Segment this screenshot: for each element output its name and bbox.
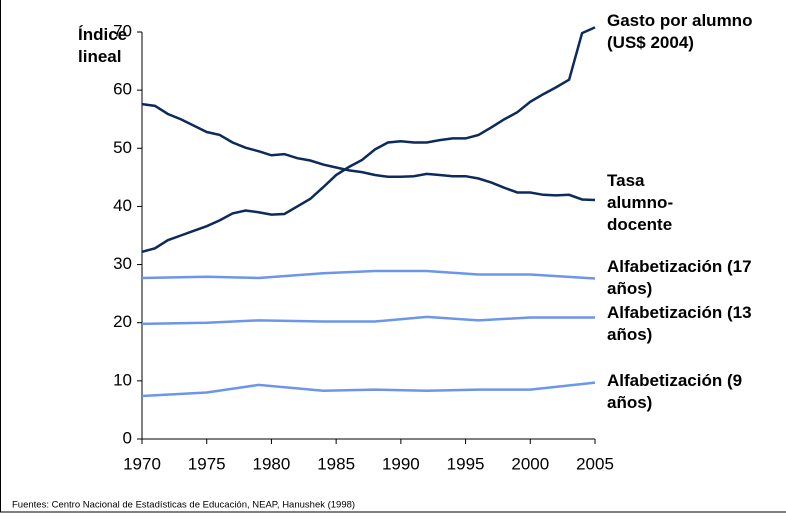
y-tick-label: 60 <box>113 80 132 99</box>
y-tick-label: 10 <box>113 370 132 389</box>
y-tick-label: 30 <box>113 254 132 273</box>
x-tick-label: 1980 <box>253 454 291 473</box>
y-tick-label: 70 <box>113 21 132 40</box>
x-tick-label: 1995 <box>447 454 485 473</box>
series-line <box>141 26 596 253</box>
series-line <box>141 269 596 280</box>
x-tick-label: 1975 <box>188 454 226 473</box>
x-tick-label: 1990 <box>382 454 420 473</box>
y-tick-label: 50 <box>113 138 132 157</box>
series-label: Gasto por alumno (US$ 2004) <box>607 11 753 52</box>
series-label: Alfabetización (17 años) <box>607 257 752 298</box>
series-label: Alfabetización (9 años) <box>607 371 743 412</box>
series-line <box>141 315 595 326</box>
x-tick-label: 2000 <box>511 454 549 473</box>
x-tick-label: 2005 <box>576 454 614 473</box>
x-tick-label: 1970 <box>123 454 161 473</box>
series-line <box>141 381 596 398</box>
y-tick-label: 0 <box>123 428 132 447</box>
series-label: Tasa alumno- docente <box>607 171 674 234</box>
y-tick-label: 20 <box>113 312 132 331</box>
source-note: Fuentes: Centro Nacional de Estadísticas… <box>12 500 355 511</box>
series-line <box>141 102 596 202</box>
y-tick-label: 40 <box>113 196 132 215</box>
x-tick-label: 1985 <box>317 454 355 473</box>
y-axis-label: Índice lineal <box>78 25 128 66</box>
series-label: Alfabetización (13 años) <box>607 303 752 344</box>
